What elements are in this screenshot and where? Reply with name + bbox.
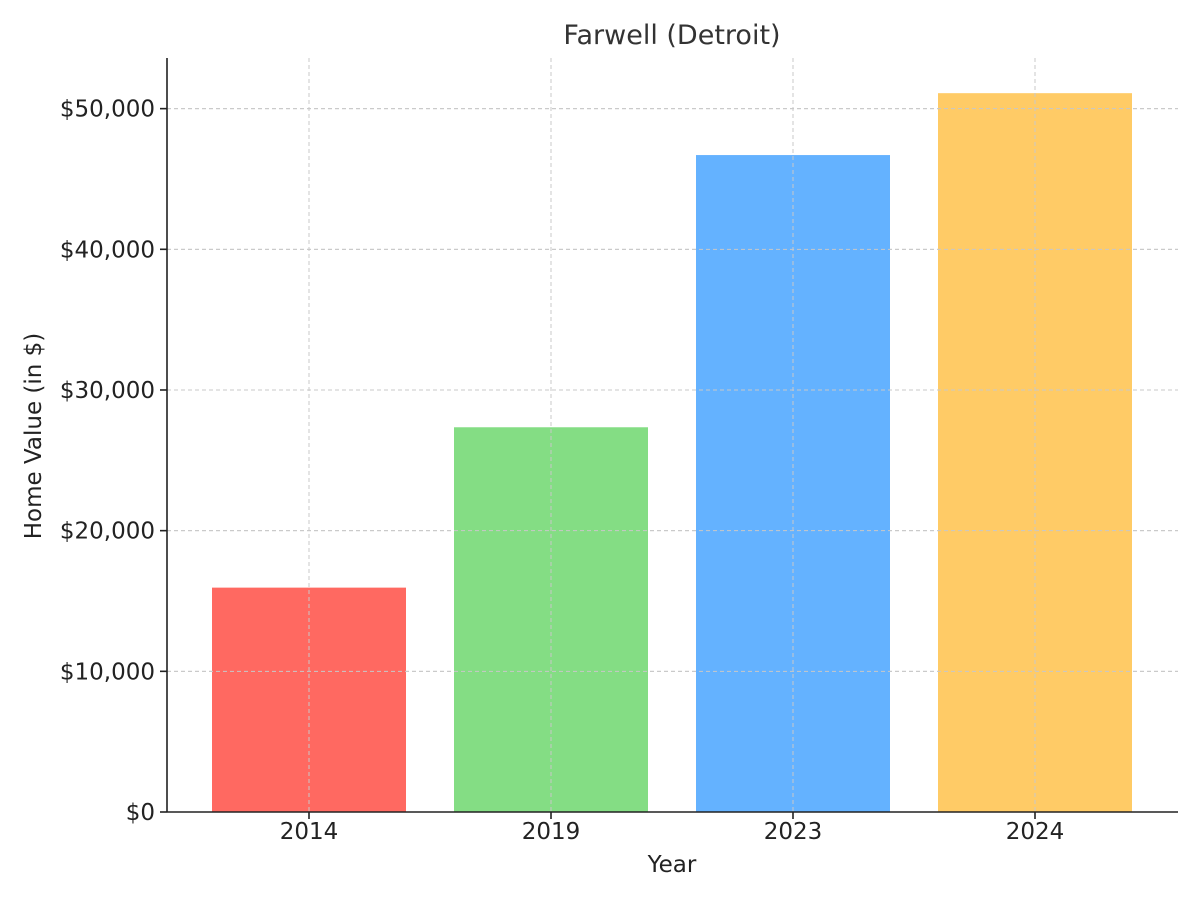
y-tick-label: $40,000: [60, 237, 155, 263]
x-tick-label: 2024: [1006, 819, 1065, 845]
y-tick-label: $50,000: [60, 97, 155, 123]
y-axis-label: Home Value (in $): [21, 333, 47, 540]
tick-layer: $0 $10,000 $20,000 $30,000 $40,000 $50,000 201…: [60, 97, 1064, 845]
x-tick-label: 2014: [280, 819, 339, 845]
x-tick-label: 2019: [522, 819, 581, 845]
bar-layer: [167, 58, 1178, 813]
x-axis-label: Year: [647, 852, 697, 878]
y-tick-label: $10,000: [60, 659, 155, 685]
axis-layer: [166, 58, 1178, 813]
bar: [696, 155, 890, 813]
y-tick-label: $0: [126, 800, 155, 826]
y-tick-label: $30,000: [60, 378, 155, 404]
x-tick-label: 2023: [764, 819, 823, 845]
y-tick-label: $20,000: [60, 519, 155, 545]
chart-title: Farwell (Detroit): [563, 20, 780, 51]
